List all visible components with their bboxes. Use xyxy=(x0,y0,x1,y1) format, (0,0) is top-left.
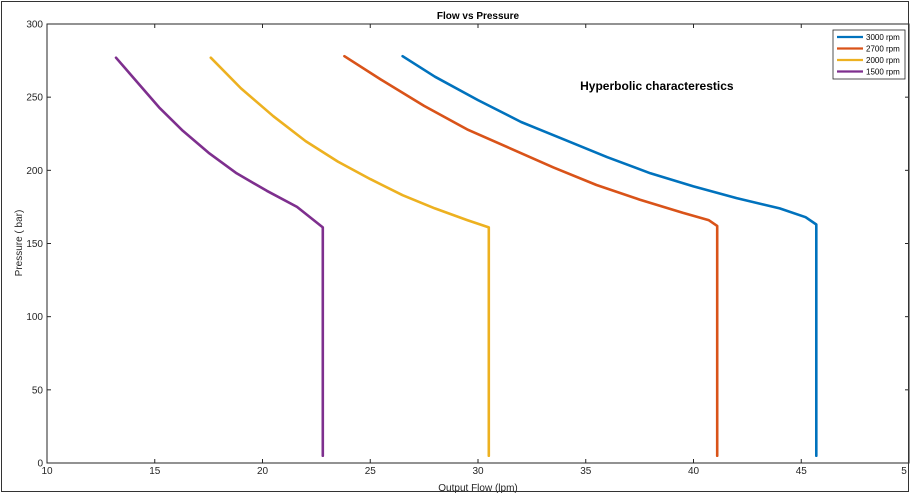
x-tick-label: 30 xyxy=(472,466,484,477)
y-tick-label: 150 xyxy=(26,239,43,250)
x-axis-label: Output Flow (lpm) xyxy=(438,483,517,494)
x-tick-label: 20 xyxy=(257,466,269,477)
x-tick-label: 15 xyxy=(149,466,161,477)
legend-label-1500-rpm: 1500 rpm xyxy=(866,68,900,77)
x-tick-label: 45 xyxy=(796,466,808,477)
series-line-2000-rpm xyxy=(209,56,491,457)
y-axis-label: Pressure ( bar) xyxy=(14,210,25,277)
legend-label-2700-rpm: 2700 rpm xyxy=(866,45,900,54)
x-tick-label: 5 xyxy=(901,466,907,477)
legend-label-2000-rpm: 2000 rpm xyxy=(866,56,900,65)
x-tick-label: 40 xyxy=(688,466,700,477)
figure-border xyxy=(1,1,909,492)
x-tick-label: 10 xyxy=(41,466,53,477)
y-tick-label: 0 xyxy=(37,459,43,470)
y-tick-label: 200 xyxy=(26,166,43,177)
series-lines xyxy=(114,54,818,457)
y-tick-label: 250 xyxy=(26,93,43,104)
tick-marks xyxy=(46,23,910,464)
series-line-3000-rpm xyxy=(401,54,818,457)
series-line-1500-rpm xyxy=(114,56,325,457)
series-line-2700-rpm xyxy=(343,54,719,457)
chart-title: Flow vs Pressure xyxy=(437,11,520,22)
legend: 3000 rpm 2700 rpm 2000 rpm 1500 rpm xyxy=(832,29,906,80)
y-tick-label: 100 xyxy=(26,312,43,323)
annotation-text: Hyperbolic characterestics xyxy=(580,79,734,93)
x-tick-label: 25 xyxy=(365,466,377,477)
legend-label-3000-rpm: 3000 rpm xyxy=(866,33,900,42)
y-tick-label: 300 xyxy=(26,20,43,31)
plot-area xyxy=(46,23,910,464)
x-tick-label: 35 xyxy=(580,466,592,477)
y-tick-label: 50 xyxy=(32,385,44,396)
